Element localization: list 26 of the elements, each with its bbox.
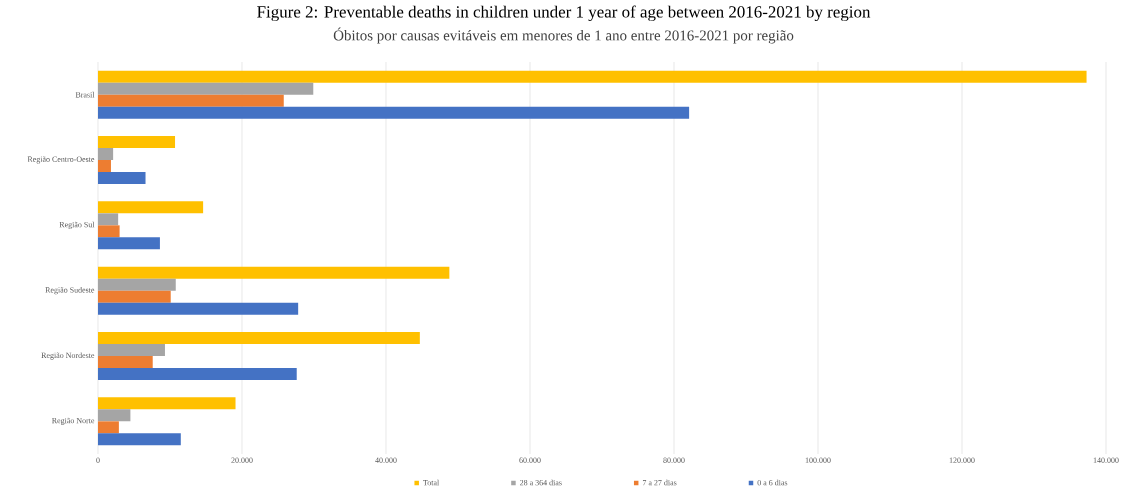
bar <box>98 302 299 315</box>
bar <box>98 237 160 250</box>
chart-title: Figure 2: Preventable deaths in children under 1 year of age between 2016-2021 by region <box>257 5 871 22</box>
bar <box>98 70 1087 83</box>
bar <box>98 160 111 172</box>
bar <box>98 106 690 119</box>
bar <box>98 136 176 148</box>
bar <box>98 421 119 434</box>
bar <box>98 344 165 356</box>
bar <box>98 356 153 368</box>
bar <box>98 266 450 279</box>
bar <box>98 409 131 422</box>
bar <box>98 201 204 214</box>
bar <box>98 172 146 184</box>
chart-subtitle: Óbitos por causas evitáveis em menores de 1 ano entre 2016-2021 por região <box>333 27 794 44</box>
bar <box>98 148 114 160</box>
bar <box>98 433 181 446</box>
bar <box>98 290 171 303</box>
bar <box>98 332 420 344</box>
bar <box>98 397 236 410</box>
bar <box>98 368 297 380</box>
bar <box>98 225 120 238</box>
bar <box>98 278 176 291</box>
bar <box>98 94 284 107</box>
bar <box>98 82 314 95</box>
bar <box>98 213 119 226</box>
